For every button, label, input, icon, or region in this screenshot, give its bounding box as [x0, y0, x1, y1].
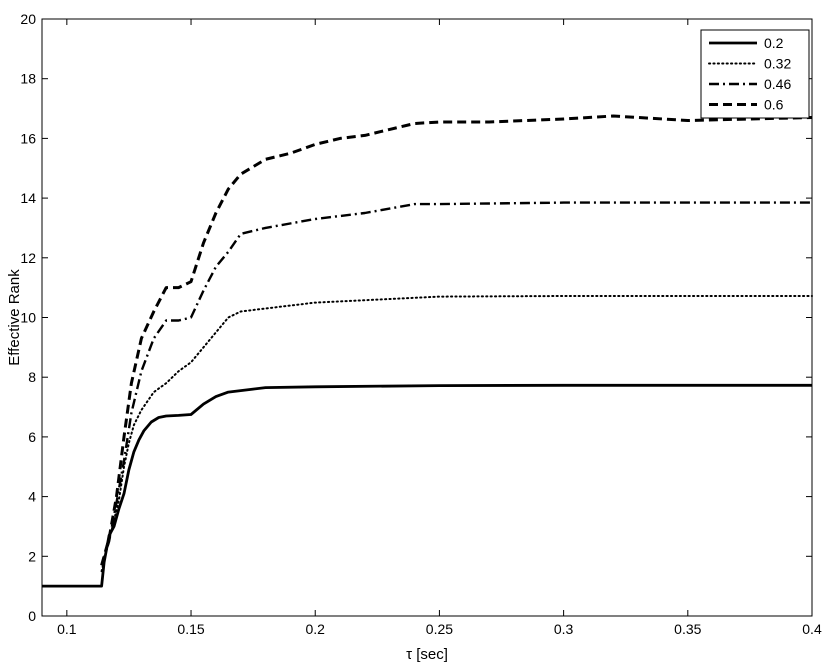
axes: 0.1 0.15 0.2 0.25 0.3 0.35 0.4 0 2 4 6 8 10 12 14 16 18 2… [20, 11, 822, 637]
x-axis-label: τ [sec] [406, 646, 448, 663]
y-tick-label: 6 [28, 429, 36, 445]
legend-label-0.2: 0.2 [764, 35, 784, 51]
x-tick-label: 0.15 [177, 621, 204, 637]
series-line-0.6 [100, 114, 813, 566]
x-tick-label: 0.1 [57, 621, 77, 637]
x-tick-label: 0.2 [305, 621, 325, 637]
series-line-0.2 [42, 383, 812, 588]
y-tick-label: 2 [28, 548, 36, 564]
y-tick-label: 14 [20, 190, 36, 206]
plot-area [42, 114, 813, 588]
legend-label-0.6: 0.6 [764, 97, 784, 113]
x-tick-label: 0.4 [802, 621, 822, 637]
y-tick-label: 12 [20, 250, 36, 266]
x-tick-label: 0.25 [426, 621, 453, 637]
legend-label-0.32: 0.32 [764, 56, 791, 72]
y-tick-label: 16 [20, 130, 36, 146]
axes-frame [41, 18, 813, 617]
y-tick-label: 0 [28, 608, 36, 624]
y-tick-label: 18 [20, 71, 36, 87]
x-tick-label: 0.35 [674, 621, 701, 637]
y-tick-label: 10 [20, 310, 36, 326]
y-tick-label: 20 [20, 11, 36, 27]
series-line-0.32 [100, 295, 813, 573]
y-tick-label: 8 [28, 369, 36, 385]
legend-label-0.46: 0.46 [764, 76, 791, 92]
y-axis-label: Effective Rank [6, 269, 23, 366]
y-tick-label: 4 [28, 489, 36, 505]
legend: 0.2 0.32 0.46 0.6 [700, 29, 810, 119]
series-line-0.46 [100, 201, 812, 566]
x-tick-label: 0.3 [554, 621, 574, 637]
